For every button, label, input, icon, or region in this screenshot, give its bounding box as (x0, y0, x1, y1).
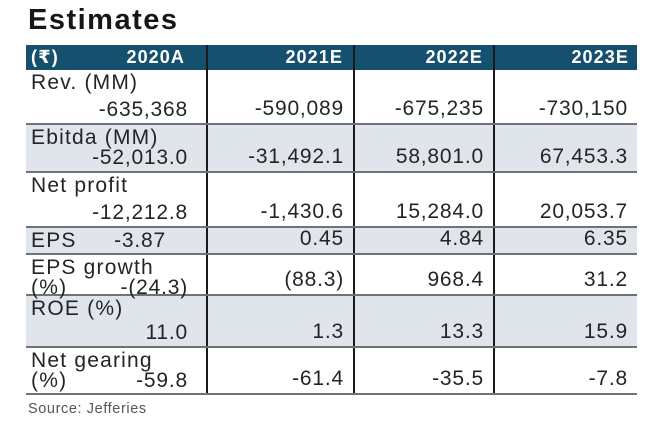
column-header-2023e: 2023E (493, 45, 637, 70)
metric-label: ROE (%) (31, 297, 124, 320)
value-2021e: -590,089 (206, 70, 353, 123)
table-row: ROE (%) 11.0 1.3 13.3 15.9 (26, 296, 637, 348)
value-2022e: 968.4 (353, 255, 493, 294)
value-2022e: 58,801.0 (353, 125, 493, 171)
table-row: Rev. (MM) -635,368 -590,089 -675,235 -730,15… (26, 70, 637, 125)
metric-label: Net gearing (31, 349, 153, 372)
metric-label: Net profit (31, 174, 129, 197)
column-header-2022e: 2022E (353, 45, 493, 70)
value-2022e: -35.5 (353, 348, 493, 393)
currency-unit-label: (₹) (31, 47, 59, 67)
table-row: EPS growth (%) -(24.3) (88.3) 968.4 31.2 (26, 255, 637, 298)
metric-cell: ROE (%) 11.0 (26, 296, 206, 346)
metric-second-line: -635,368 (31, 98, 188, 121)
table-row: Net profit -12,212.8 -1,430.6 15,284.0 20,05… (26, 173, 637, 228)
metric-cell: Ebitda (MM) -52,013.0 (26, 125, 206, 171)
metric-second-line: -52,013.0 (31, 146, 188, 169)
value-2020a: -59.8 (136, 369, 188, 392)
metric-label: Ebitda (MM) (31, 126, 159, 149)
value-2022e: 13.3 (353, 296, 493, 346)
value-2023e: 20,053.7 (493, 173, 637, 226)
value-2021e: 1.3 (206, 296, 353, 346)
page-title: Estimates (28, 4, 179, 36)
value-2022e: 4.84 (353, 228, 493, 253)
metric-label-suffix: (%) (31, 276, 68, 299)
metric-cell: EPS growth (%) -(24.3) (26, 255, 206, 298)
column-header-2020a: 2020A (126, 47, 185, 67)
metric-label-suffix: (%) (31, 369, 68, 392)
value-2023e: -7.8 (493, 348, 637, 393)
value-2022e: 15,284.0 (353, 173, 493, 226)
metric-cell: Net profit -12,212.8 (26, 173, 206, 226)
metric-second-line: (%) -(24.3) (31, 276, 188, 299)
metric-label: EPS growth (31, 256, 154, 279)
value-2021e: -61.4 (206, 348, 353, 393)
metric-cell: EPS -3.87 (26, 228, 206, 253)
table-header-row: (₹) 2020A 2021E 2022E 2023E (26, 45, 637, 70)
value-2020a: -52,013.0 (92, 146, 188, 169)
estimates-table: (₹) 2020A 2021E 2022E 2023E Rev. (MM) -63… (26, 45, 637, 395)
value-2021e: -1,430.6 (206, 173, 353, 226)
metric-second-line: (%) -59.8 (31, 369, 188, 392)
value-2023e: -730,150 (493, 70, 637, 123)
table-row: Net gearing (%) -59.8 -61.4 -35.5 -7.8 (26, 348, 637, 395)
value-2023e: 15.9 (493, 296, 637, 346)
value-2020a: -(24.3) (120, 276, 188, 299)
metric-second-line: 11.0 (31, 321, 188, 344)
value-2023e: 6.35 (493, 228, 637, 253)
column-header-2021e: 2021E (206, 45, 353, 70)
metric-second-line: -12,212.8 (31, 201, 188, 224)
metric-label: EPS (31, 228, 77, 252)
value-2020a: -635,368 (98, 98, 188, 121)
metric-label: Rev. (MM) (31, 71, 139, 94)
metric-cell: Rev. (MM) -635,368 (26, 70, 206, 123)
value-2021e: 0.45 (206, 228, 353, 253)
value-2020a: 11.0 (145, 321, 188, 344)
header-cell-currency-2020a: (₹) 2020A (26, 45, 206, 70)
table-row: EPS -3.87 0.45 4.84 6.35 (26, 228, 637, 255)
value-2023e: 31.2 (493, 255, 637, 294)
metric-cell: Net gearing (%) -59.8 (26, 348, 206, 393)
value-2021e: (88.3) (206, 255, 353, 294)
table-row: Ebitda (MM) -52,013.0 -31,492.1 58,801.0 67,… (26, 125, 637, 173)
table-body: Rev. (MM) -635,368 -590,089 -675,235 -730,15… (26, 70, 637, 395)
value-2020a: -12,212.8 (92, 201, 188, 224)
source-note: Source: Jefferies (28, 401, 147, 417)
value-2022e: -675,235 (353, 70, 493, 123)
value-2023e: 67,453.3 (493, 125, 637, 171)
value-2021e: -31,492.1 (206, 125, 353, 171)
value-2020a: -3.87 (114, 228, 166, 252)
